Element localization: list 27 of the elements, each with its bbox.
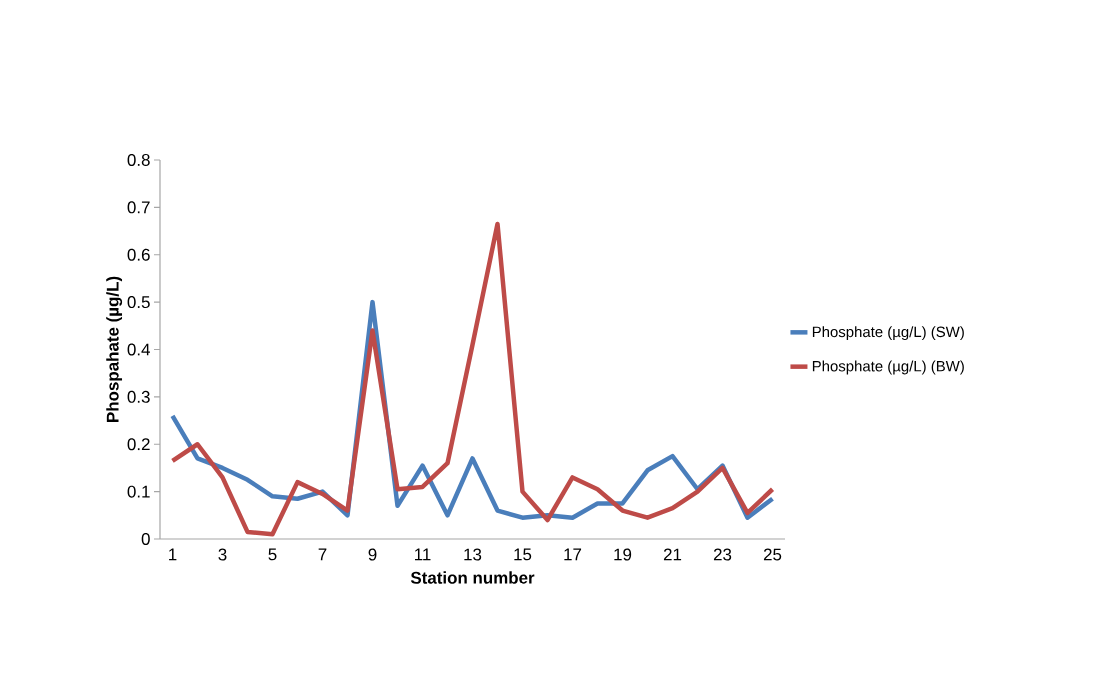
x-tick-label: 17	[564, 548, 582, 561]
x-tick-label: 15	[514, 548, 532, 561]
x-axis-title: Station number	[410, 571, 535, 584]
y-tick-label: 0.3	[127, 390, 150, 403]
y-tick-label: 0	[141, 533, 150, 545]
x-tick-label: 5	[268, 548, 277, 561]
x-tick-label: 3	[218, 548, 227, 561]
legend-label: Phosphate (µg/L) (BW)	[812, 360, 964, 375]
x-tick-label: 7	[318, 548, 327, 561]
y-axis-title: Phospahate (µg/L)	[106, 276, 123, 422]
x-tick-label: 25	[763, 548, 782, 561]
x-tick-label: 9	[368, 548, 377, 561]
x-tick-label: 19	[614, 548, 632, 561]
x-tick-label: 11	[415, 548, 431, 561]
x-tick-label: 21	[663, 548, 682, 561]
y-tick-label: 0.5	[127, 296, 150, 309]
x-tick-label: 1	[169, 548, 177, 561]
y-tick-label: 0.2	[127, 438, 150, 451]
x-tick-label: 13	[464, 548, 482, 561]
y-tick-label: 0.6	[127, 248, 150, 261]
y-tick-label: 0.4	[127, 343, 150, 356]
legend-label: Phosphate (µg/L) (SW)	[812, 326, 964, 341]
line-series	[170, 221, 775, 537]
y-tick-label: 0.1	[127, 485, 150, 498]
y-tick-label: 0.7	[127, 201, 150, 214]
x-tick-label: 23	[713, 548, 732, 561]
y-tick-label: 0.8	[127, 154, 150, 166]
